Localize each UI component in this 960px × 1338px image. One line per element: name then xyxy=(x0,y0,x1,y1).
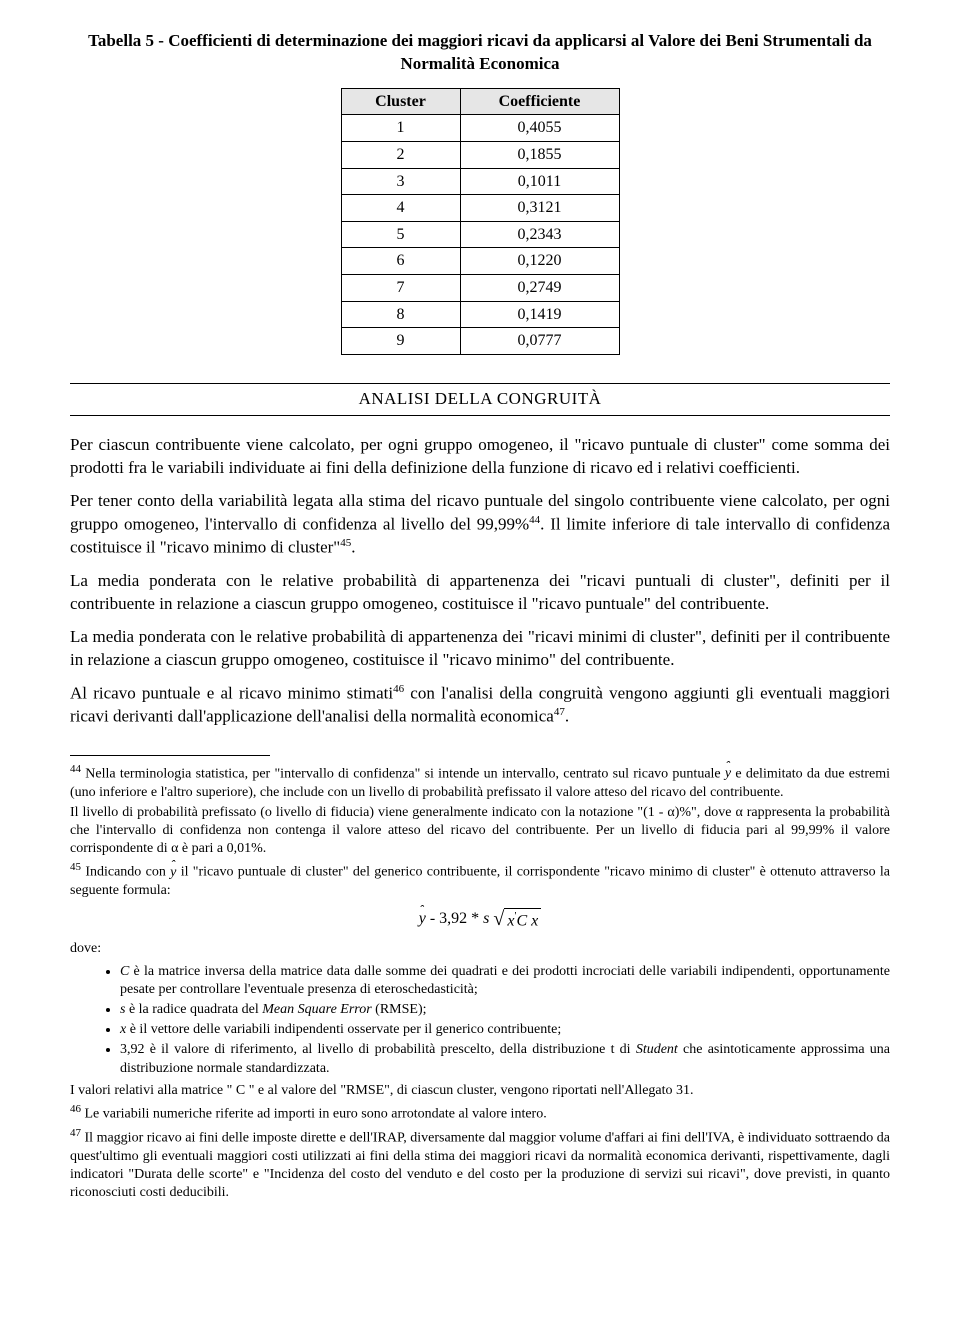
footnote-separator xyxy=(70,755,270,756)
cell-value: 0,3121 xyxy=(460,195,619,222)
cell-cluster: 4 xyxy=(341,195,460,222)
footnote: Il livello di probabilità prefissato (o … xyxy=(70,804,890,859)
text: Il maggior ricavo ai fini delle imposte … xyxy=(70,1130,890,1200)
symbol-yhat: y xyxy=(725,765,731,783)
list-item: C è la matrice inversa della matrice dat… xyxy=(120,963,890,999)
text: Al ricavo puntuale e al ricavo minimo st… xyxy=(70,683,393,702)
symbol-C: C xyxy=(120,964,129,979)
symbol-x: x xyxy=(531,913,538,930)
cell-value: 0,1011 xyxy=(460,168,619,195)
cell-value: 0,2749 xyxy=(460,275,619,302)
cell-value: 0,2343 xyxy=(460,221,619,248)
paragraph: Per tener conto della variabilità legata… xyxy=(70,490,890,560)
text: Indicando con xyxy=(81,865,170,880)
text: 3,92 è il valore di riferimento, al live… xyxy=(120,1042,636,1057)
symbol-x: x xyxy=(507,913,514,930)
cell-cluster: 6 xyxy=(341,248,460,275)
footnote: 45 Indicando con y il "ricavo puntuale d… xyxy=(70,860,890,900)
footnote-ref: 46 xyxy=(393,683,404,695)
italic-mse: Mean Square Error xyxy=(262,1002,371,1017)
footnote: 47 Il maggior ricavo ai fini delle impos… xyxy=(70,1126,890,1202)
footnote-ref: 44 xyxy=(529,514,540,526)
table-row: 80,1419 xyxy=(341,301,619,328)
text: il "ricavo puntuale di cluster" del gene… xyxy=(70,865,890,898)
table-row: 20,1855 xyxy=(341,142,619,169)
text: . xyxy=(565,707,569,726)
table-row: 70,2749 xyxy=(341,275,619,302)
cell-cluster: 7 xyxy=(341,275,460,302)
footnote: 46 Le variabili numeriche riferite ad im… xyxy=(70,1102,890,1124)
cell-cluster: 3 xyxy=(341,168,460,195)
sqrt-icon: √ xyxy=(493,908,504,930)
symbol-C: C xyxy=(516,913,527,930)
coefficient-table: Cluster Coefficiente 10,4055 20,1855 30,… xyxy=(341,88,620,355)
text: Nella terminologia statistica, per "inte… xyxy=(81,766,725,781)
text: Le variabili numeriche riferite ad impor… xyxy=(81,1107,547,1122)
table-header-cluster: Cluster xyxy=(341,88,460,115)
cell-value: 0,1220 xyxy=(460,248,619,275)
footnote-dove: dove: xyxy=(70,940,890,958)
cell-value: 0,4055 xyxy=(460,115,619,142)
cell-cluster: 2 xyxy=(341,142,460,169)
table-row: 90,0777 xyxy=(341,328,619,355)
table-row: 60,1220 xyxy=(341,248,619,275)
table-row: 40,3121 xyxy=(341,195,619,222)
section-header: ANALISI DELLA CONGRUITÀ xyxy=(70,383,890,416)
footnote: I valori relativi alla matrice " C " e a… xyxy=(70,1082,890,1100)
table-row: 50,2343 xyxy=(341,221,619,248)
footnote-number: 46 xyxy=(70,1103,81,1115)
symbol-yhat: y xyxy=(419,909,426,930)
footnote: 44 Nella terminologia statistica, per "i… xyxy=(70,762,890,802)
paragraph: Per ciascun contribuente viene calcolato… xyxy=(70,434,890,480)
cell-value: 0,1419 xyxy=(460,301,619,328)
list-item: x è il vettore delle variabili indipende… xyxy=(120,1021,890,1039)
text: . xyxy=(351,538,355,557)
footnote-number: 47 xyxy=(70,1127,81,1139)
cell-cluster: 9 xyxy=(341,328,460,355)
cell-cluster: 8 xyxy=(341,301,460,328)
footnote-ref: 45 xyxy=(340,537,351,549)
cell-value: 0,0777 xyxy=(460,328,619,355)
paragraph: La media ponderata con le relative proba… xyxy=(70,570,890,616)
text: (RMSE); xyxy=(372,1002,427,1017)
list-item: 3,92 è il valore di riferimento, al live… xyxy=(120,1041,890,1077)
footnote-number: 45 xyxy=(70,861,81,873)
footnote-list: C è la matrice inversa della matrice dat… xyxy=(70,963,890,1078)
paragraph: Al ricavo puntuale e al ricavo minimo st… xyxy=(70,682,890,729)
symbol-s: s xyxy=(483,910,489,927)
text: è il vettore delle variabili indipendent… xyxy=(126,1022,561,1037)
list-item: s è la radice quadrata del Mean Square E… xyxy=(120,1001,890,1019)
text: - 3,92 * xyxy=(426,910,483,927)
footnotes: 44 Nella terminologia statistica, per "i… xyxy=(70,762,890,1203)
italic-student: Student xyxy=(636,1042,678,1057)
footnote-number: 44 xyxy=(70,763,81,775)
text: è la matrice inversa della matrice data … xyxy=(120,964,890,997)
symbol-yhat: y xyxy=(170,864,176,882)
page: Tabella 5 - Coefficienti di determinazio… xyxy=(0,0,960,1234)
cell-value: 0,1855 xyxy=(460,142,619,169)
cell-cluster: 1 xyxy=(341,115,460,142)
table-row: 30,1011 xyxy=(341,168,619,195)
cell-cluster: 5 xyxy=(341,221,460,248)
formula: y - 3,92 * s √x'C x xyxy=(70,906,890,932)
sqrt-content: x'C x xyxy=(504,908,541,932)
paragraph: La media ponderata con le relative proba… xyxy=(70,626,890,672)
table-row: 10,4055 xyxy=(341,115,619,142)
table-header-coeff: Coefficiente xyxy=(460,88,619,115)
table-title: Tabella 5 - Coefficienti di determinazio… xyxy=(70,30,890,76)
footnote-ref: 47 xyxy=(554,706,565,718)
text: è la radice quadrata del xyxy=(125,1002,262,1017)
